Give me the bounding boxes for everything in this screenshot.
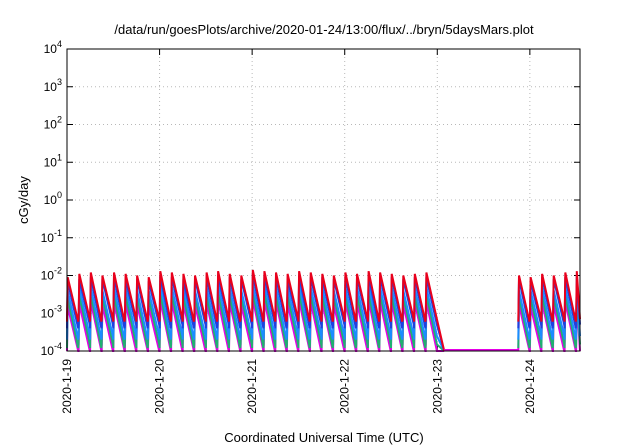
series-line xyxy=(517,283,581,340)
y-tick-label: 10-1 xyxy=(41,228,62,245)
y-tick-label: 104 xyxy=(44,39,62,56)
y-tick-label: 101 xyxy=(44,152,62,169)
y-tick-label: 100 xyxy=(44,190,62,207)
series-layer xyxy=(66,269,581,352)
x-tick-labels: 2020-1-19 2020-1-20 2020-1-21 2020-1-22 2020… xyxy=(60,359,537,414)
series-line xyxy=(517,271,581,322)
x-tick-label: 2020-1-19 xyxy=(60,359,74,414)
x-tick-label: 2020-1-24 xyxy=(523,359,537,414)
y-tick-labels: 10-4 10-3 10-2 10-1 100 101 102 103 104 xyxy=(41,39,62,358)
series-line xyxy=(517,275,581,329)
x-tick-label: 2020-1-22 xyxy=(338,359,352,414)
y-tick-label: 10-3 xyxy=(41,303,62,320)
series-line xyxy=(517,292,581,349)
x-axis-label: Coordinated Universal Time (UTC) xyxy=(224,430,423,445)
x-tick-label: 2020-1-23 xyxy=(430,359,444,414)
y-tick-label: 102 xyxy=(44,115,62,132)
x-tick-label: 2020-1-20 xyxy=(153,359,167,414)
y-tick-label: 103 xyxy=(44,77,62,94)
x-tick-label: 2020-1-21 xyxy=(245,359,259,414)
y-tick-label: 10-2 xyxy=(41,266,62,283)
chart-title: /data/run/goesPlots/archive/2020-01-24/1… xyxy=(114,22,534,37)
series-line xyxy=(66,269,446,352)
plot-frame xyxy=(66,48,581,352)
y-tick-label: 10-4 xyxy=(41,341,62,358)
y-axis-label: cGy/day xyxy=(16,176,31,224)
